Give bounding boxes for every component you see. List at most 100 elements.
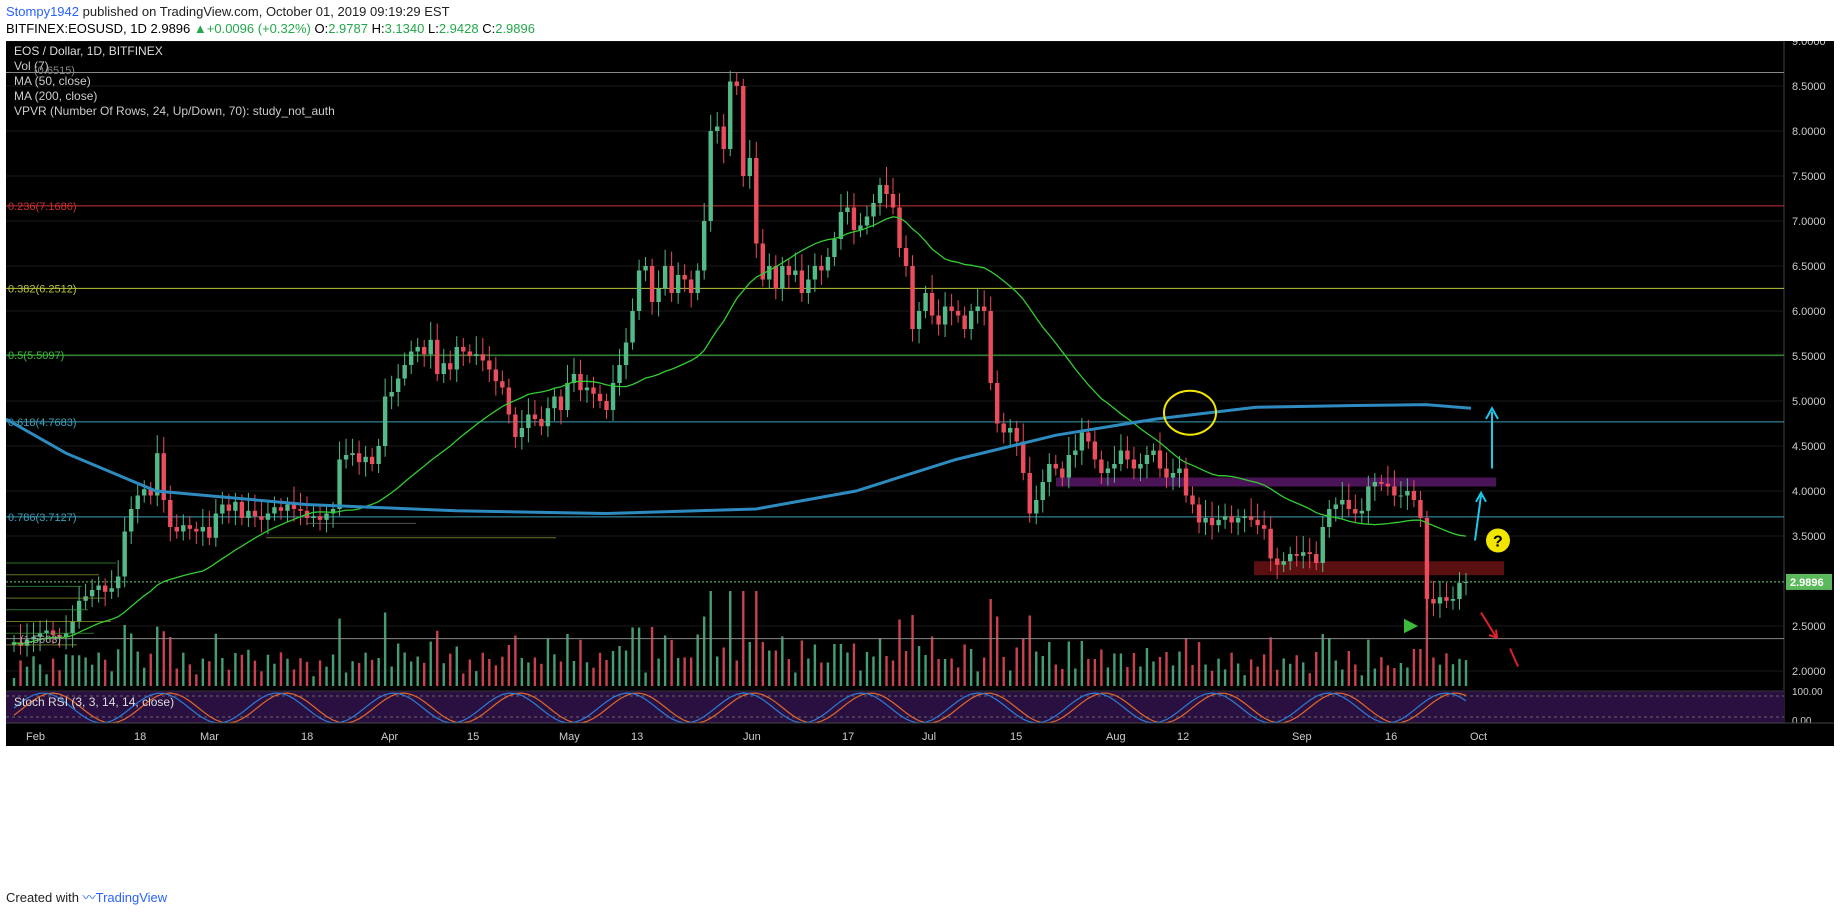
volume-bar xyxy=(774,650,778,686)
y-tick-label: 2.0000 xyxy=(1792,666,1826,678)
candle-body xyxy=(500,381,505,388)
legend-ma200: MA (200, close) xyxy=(14,89,97,103)
volume-bar xyxy=(546,639,550,686)
volume-bar xyxy=(1295,655,1298,686)
volume-bar xyxy=(917,646,921,686)
volume-bar xyxy=(1308,673,1311,686)
candle-body xyxy=(1431,599,1436,604)
volume-bar xyxy=(1275,669,1279,686)
candle-body xyxy=(604,401,609,410)
candle-body xyxy=(129,509,134,532)
stoch-tick-100: 100.00 xyxy=(1792,687,1823,698)
candle-body xyxy=(1112,464,1117,469)
candle-body xyxy=(1125,450,1130,460)
volume-bar xyxy=(637,627,641,686)
candle-body xyxy=(1209,518,1215,526)
volume-bar xyxy=(1145,648,1149,686)
candle-body xyxy=(76,600,82,622)
tradingview-link[interactable]: TradingView xyxy=(95,890,168,905)
candle-body xyxy=(37,633,43,637)
volume-bar xyxy=(390,666,393,686)
volume-bar xyxy=(572,661,576,686)
volume-bar xyxy=(1328,638,1331,686)
volume-bar xyxy=(624,650,628,686)
volume-bar xyxy=(1321,634,1324,686)
candle-body xyxy=(1008,428,1013,433)
candle-body xyxy=(1301,552,1306,556)
candle-body xyxy=(1014,428,1019,442)
candle-body xyxy=(597,393,603,401)
volume-bar xyxy=(1002,657,1005,686)
y-tick-label: 7.0000 xyxy=(1792,216,1826,228)
candle-body xyxy=(1392,486,1397,496)
last-price-tag-label: 2.9896 xyxy=(1790,577,1824,589)
candle-body xyxy=(1294,554,1299,556)
candle-body xyxy=(1274,558,1280,565)
volume-bar xyxy=(475,671,478,686)
candle-body xyxy=(1040,482,1045,500)
author-link[interactable]: Stompy1942 xyxy=(6,4,79,19)
candle-body xyxy=(493,369,499,382)
volume-bar xyxy=(234,653,237,686)
volume-bar xyxy=(305,661,309,686)
volume-bar xyxy=(846,652,849,686)
volume-bar xyxy=(989,599,992,686)
candle-body xyxy=(513,414,518,437)
candle-body xyxy=(884,185,889,194)
volume-bar xyxy=(1393,668,1396,686)
open-value: 2.9787 xyxy=(328,21,368,36)
volume-bar xyxy=(585,662,589,686)
volume-bar xyxy=(611,651,615,686)
candle-body xyxy=(1398,495,1404,497)
volume-bar xyxy=(423,662,426,686)
candle-body xyxy=(1437,597,1443,604)
candle-body xyxy=(1353,509,1358,514)
volume-bar xyxy=(429,641,432,686)
candle-body xyxy=(675,275,681,293)
candle-body xyxy=(161,453,166,500)
candle-body xyxy=(220,504,225,514)
volume-bar xyxy=(1074,668,1077,686)
candle-body xyxy=(767,266,772,280)
candle-body xyxy=(819,266,824,271)
candle-body xyxy=(734,81,739,86)
candle-body xyxy=(695,270,700,293)
candle-body xyxy=(630,311,635,343)
candle-body xyxy=(747,158,752,176)
candle-body xyxy=(441,363,446,374)
candle-body xyxy=(1411,491,1417,500)
candle-body xyxy=(1235,518,1241,523)
x-tick-label: 12 xyxy=(1177,731,1189,743)
highlight-circle xyxy=(1163,389,1217,436)
volume-bar xyxy=(1236,663,1240,686)
volume-bar xyxy=(748,642,751,686)
candle-body xyxy=(962,315,967,329)
chart-background xyxy=(6,41,1784,746)
volume-bar xyxy=(123,625,126,686)
volume-bar xyxy=(878,638,882,686)
candle-body xyxy=(1385,483,1391,487)
low-label: L: xyxy=(427,21,439,36)
volume-bar xyxy=(488,659,491,686)
legend-vpvr: VPVR (Number Of Rows, 24, Up/Down, 70): … xyxy=(14,104,335,118)
ma200-line xyxy=(6,403,1472,516)
volume-bar xyxy=(1223,669,1227,686)
volume-bar xyxy=(1386,665,1390,686)
candle-body xyxy=(461,347,466,352)
candle-body xyxy=(539,419,544,427)
fib-level-label: 0.786(3.7127) xyxy=(8,512,77,524)
x-tick-label: Mar xyxy=(200,731,219,743)
candle-body xyxy=(558,396,564,410)
volume-bar xyxy=(130,633,133,686)
candle-body xyxy=(213,513,219,538)
volume-bar xyxy=(299,658,302,686)
volume-bar xyxy=(38,664,42,686)
candle-body xyxy=(239,501,245,518)
volume-bar xyxy=(1438,664,1442,686)
up-arrow-icon: ▲ xyxy=(193,21,207,36)
price-chart[interactable]: 0.236(7.1686) 0.382(6.2512) 0.5(5.5097) 0.6… xyxy=(6,41,1834,746)
candle-body xyxy=(1359,510,1365,514)
candle-body xyxy=(474,354,479,356)
volume-bar xyxy=(852,643,856,686)
y-tick-label: 6.5000 xyxy=(1792,261,1826,273)
